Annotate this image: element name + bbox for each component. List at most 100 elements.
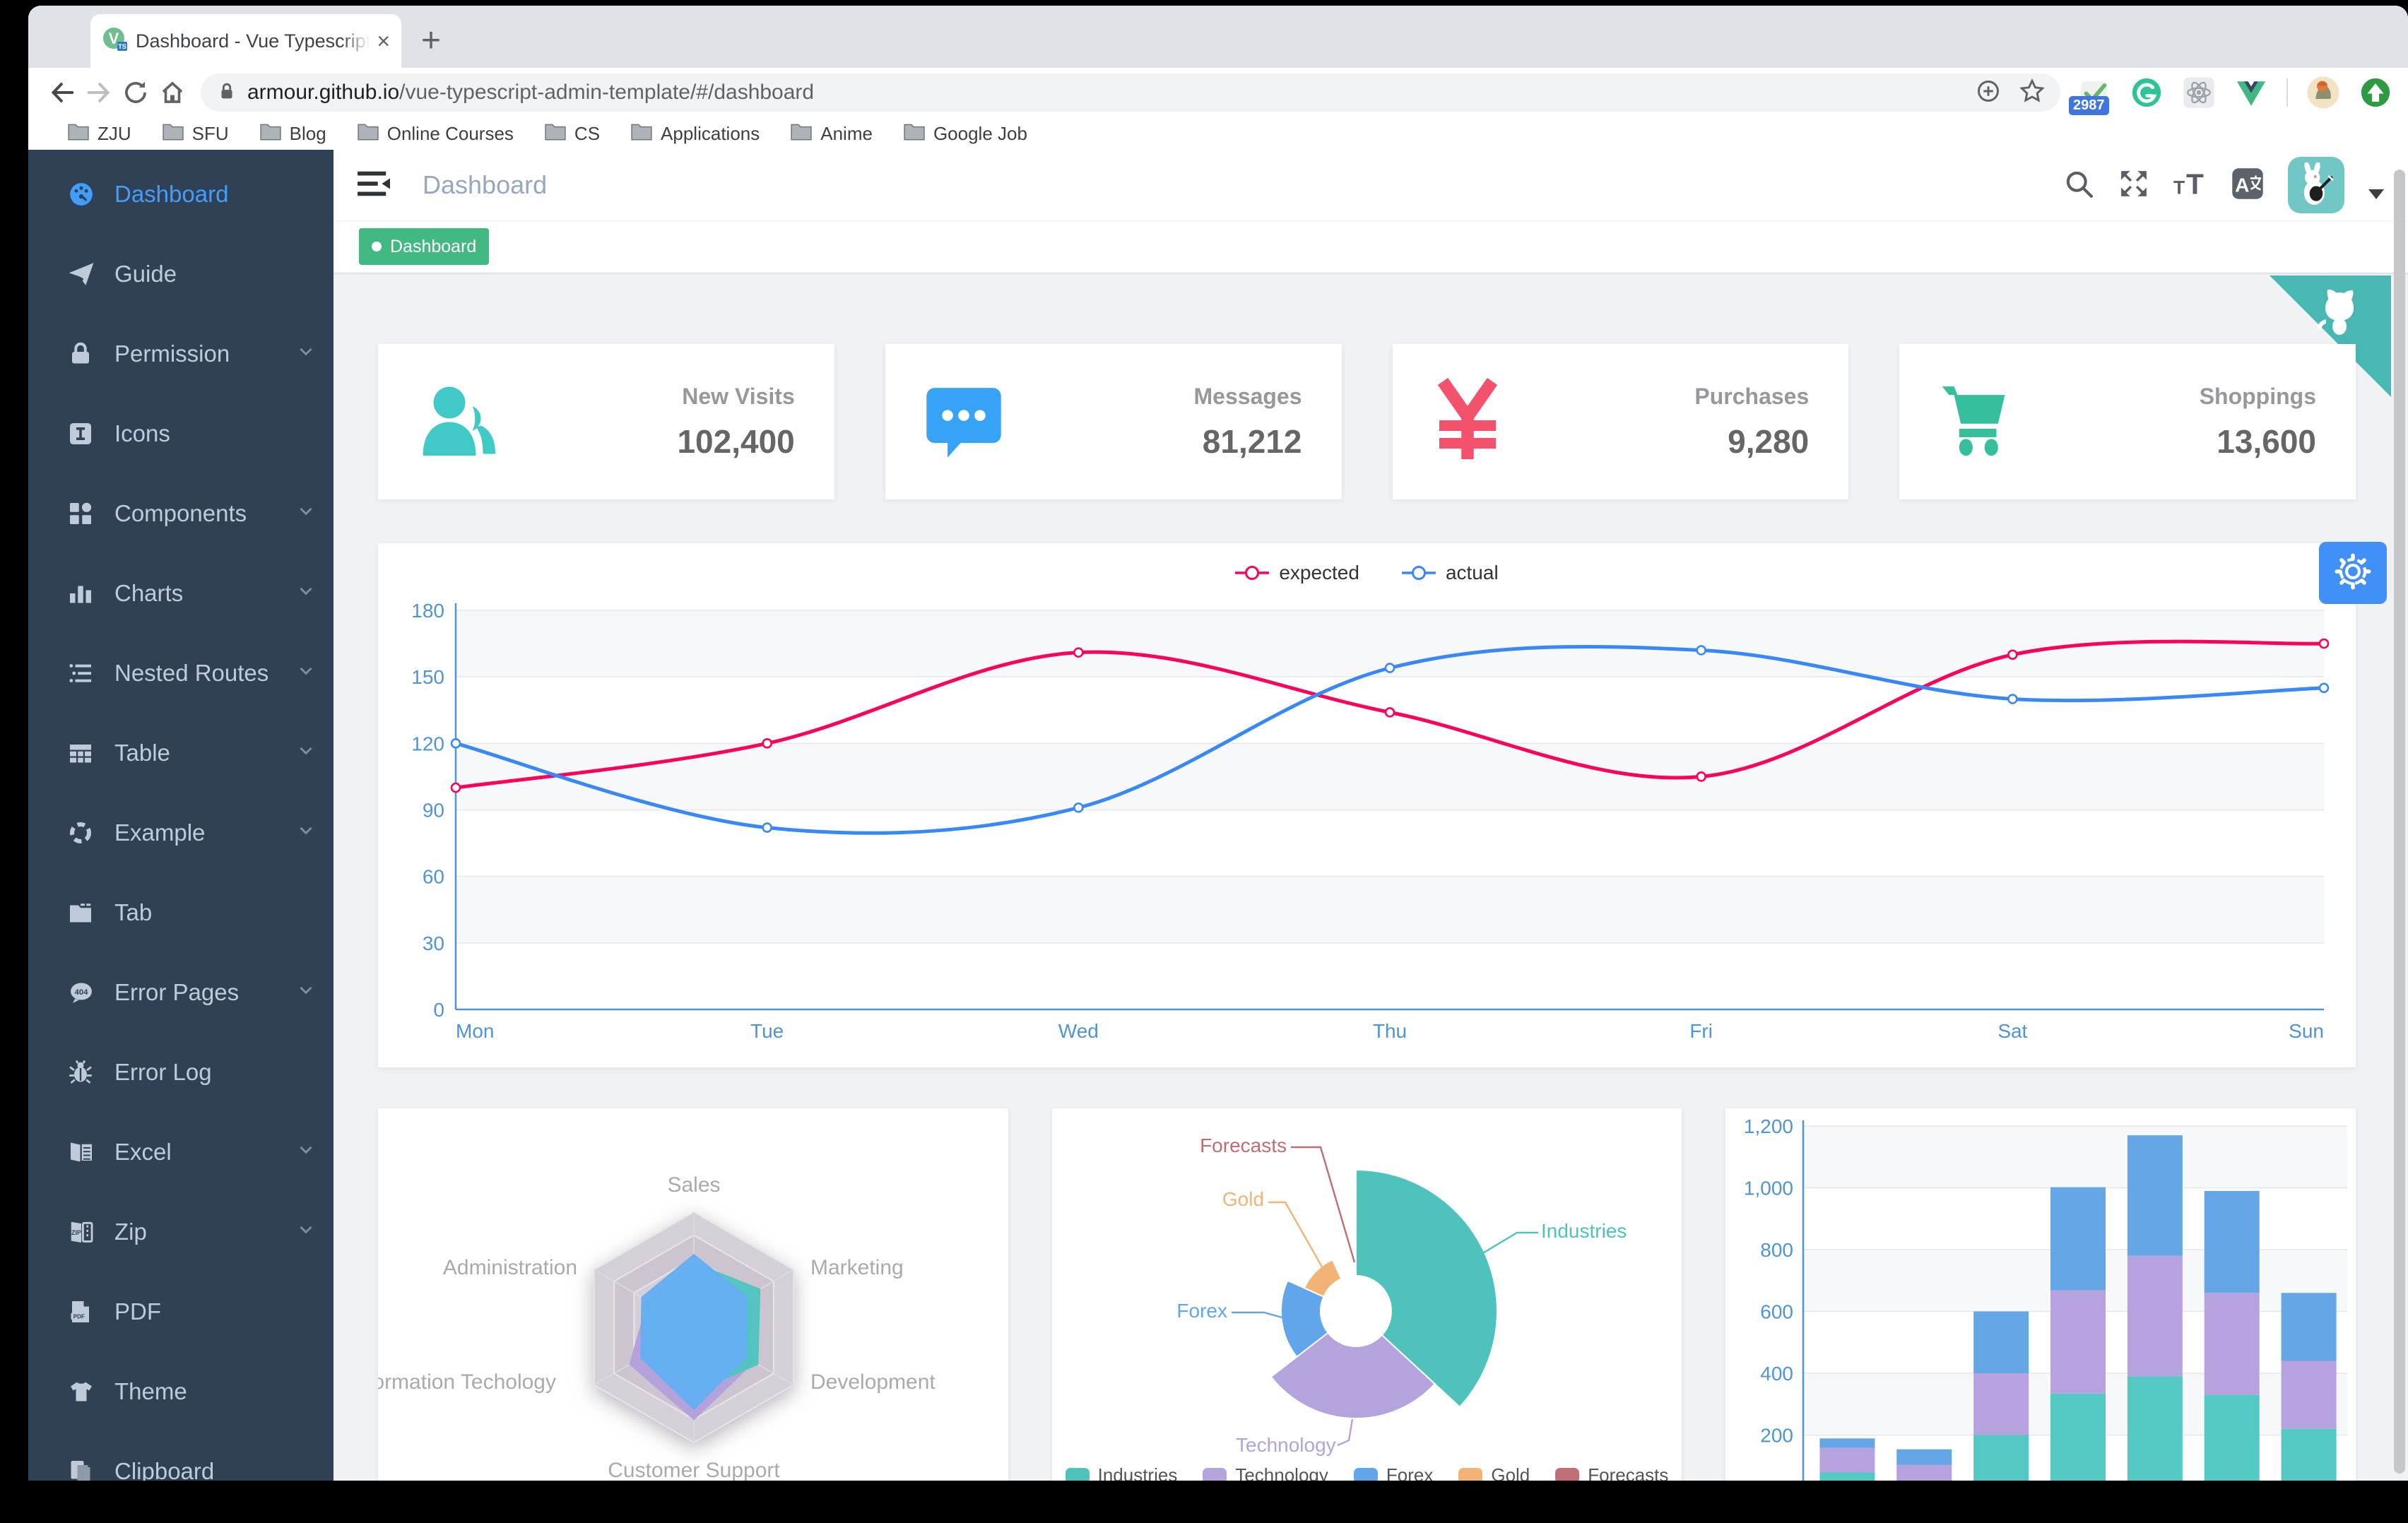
new-tab-button[interactable]: + bbox=[421, 22, 442, 59]
browser-toolbar: armour.github.io/vue-typescript-admin-te… bbox=[28, 68, 2408, 117]
user-avatar[interactable] bbox=[2288, 157, 2344, 213]
svg-text:Industries: Industries bbox=[1541, 1220, 1627, 1242]
legend-item-expected[interactable]: expected bbox=[1235, 562, 1359, 584]
extensions-row: 2987 bbox=[2069, 76, 2392, 115]
green-circle-extension-icon[interactable] bbox=[2130, 76, 2164, 109]
sidebar-item-pdf[interactable]: PDF PDF bbox=[28, 1272, 334, 1351]
people-icon bbox=[418, 381, 502, 463]
sidebar-item-tab[interactable]: Tab bbox=[28, 872, 334, 952]
url-text: armour.github.io/vue-typescript-admin-te… bbox=[247, 81, 815, 104]
sidebar-item-table[interactable]: Table bbox=[28, 713, 334, 793]
svg-text:90: 90 bbox=[423, 800, 444, 822]
chevron-down-icon bbox=[295, 340, 317, 367]
sidebar-item-example[interactable]: Example bbox=[28, 793, 334, 872]
excel-icon bbox=[68, 1138, 99, 1166]
theme-icon bbox=[68, 1377, 99, 1406]
sidebar-item-nested-routes[interactable]: Nested Routes bbox=[28, 633, 334, 713]
svg-text:150: 150 bbox=[411, 666, 444, 688]
stat-card-new-visits[interactable]: New Visits 102,400 bbox=[378, 344, 834, 499]
svg-text:Fri: Fri bbox=[1689, 1020, 1713, 1042]
octocat-icon bbox=[2317, 289, 2354, 335]
sidebar-item-charts[interactable]: Charts bbox=[28, 553, 334, 633]
pie-legend-item-technology[interactable]: Technology bbox=[1203, 1464, 1328, 1481]
fullscreen-icon[interactable] bbox=[2118, 168, 2149, 203]
sidebar-item-dashboard[interactable]: Dashboard bbox=[28, 154, 334, 234]
sidebar-item-icons[interactable]: Icons bbox=[28, 393, 334, 473]
pie-legend-item-forecasts[interactable]: Forecasts bbox=[1555, 1464, 1668, 1481]
bookmark-item[interactable]: SFU bbox=[162, 122, 229, 146]
reload-icon[interactable] bbox=[117, 79, 154, 106]
svg-text:200: 200 bbox=[1761, 1425, 1794, 1447]
sidebar-item-permission[interactable]: Permission bbox=[28, 314, 334, 393]
sidebar-item-zip[interactable]: ZIP Zip bbox=[28, 1192, 334, 1272]
sidebar-item-clipboard[interactable]: Clipboard bbox=[28, 1431, 334, 1481]
browser-tab[interactable]: VTS Dashboard - Vue Typescript Ad × bbox=[90, 14, 401, 68]
radar-chart-panel: Sales Marketing Development Customer Suppor… bbox=[378, 1108, 1008, 1481]
stat-card-value: 81,212 bbox=[1202, 422, 1302, 460]
vue-extension-icon[interactable] bbox=[2234, 76, 2268, 109]
bookmark-item[interactable]: CS bbox=[545, 122, 600, 146]
svg-text:800: 800 bbox=[1761, 1239, 1794, 1261]
sidebar-item-guide[interactable]: Guide bbox=[28, 234, 334, 314]
svg-text:1,200: 1,200 bbox=[1744, 1115, 1793, 1137]
svg-text:PDF: PDF bbox=[73, 1313, 85, 1320]
zoom-plus-icon[interactable] bbox=[1976, 78, 2001, 107]
legend-item-actual[interactable]: actual bbox=[1401, 562, 1499, 584]
bookmark-item[interactable]: ZJU bbox=[68, 122, 131, 146]
sidebar-item-excel[interactable]: Excel bbox=[28, 1112, 334, 1192]
table-icon bbox=[68, 739, 99, 767]
react-extension-icon[interactable] bbox=[2182, 76, 2216, 109]
github-corner-link[interactable] bbox=[2270, 275, 2391, 397]
sidebar-item-error-pages[interactable]: 404 Error Pages bbox=[28, 952, 334, 1032]
folder-icon bbox=[904, 122, 925, 146]
stat-card-messages[interactable]: Messages 81,212 bbox=[885, 344, 1342, 499]
stat-card-shoppings[interactable]: Shoppings 13,600 bbox=[1899, 344, 2356, 499]
sidebar-item-theme[interactable]: Theme bbox=[28, 1351, 334, 1431]
pie-legend-item-industries[interactable]: Industries bbox=[1065, 1464, 1177, 1481]
mail-extension-icon[interactable]: 2987 bbox=[2069, 76, 2111, 115]
page-scrollbar[interactable] bbox=[2394, 170, 2405, 1474]
bookmark-label: SFU bbox=[191, 122, 229, 144]
bookmark-item[interactable]: Applications bbox=[631, 122, 760, 146]
svg-text:Gold: Gold bbox=[1222, 1188, 1264, 1210]
tab-close-icon[interactable]: × bbox=[377, 28, 390, 54]
forward-icon[interactable] bbox=[81, 79, 117, 106]
radar-chart[interactable]: Sales Marketing Development Customer Suppor… bbox=[378, 1108, 1008, 1481]
bookmark-item[interactable]: Google Job bbox=[904, 122, 1027, 146]
address-bar[interactable]: armour.github.io/vue-typescript-admin-te… bbox=[201, 73, 2060, 112]
bookmark-item[interactable]: Blog bbox=[259, 122, 326, 146]
app: Dashboard Guide Permission Icons Compone… bbox=[28, 150, 2408, 1481]
dashboard-content: New Visits 102,400 Messages 81,212 Purch… bbox=[334, 273, 2408, 1481]
hamburger-icon[interactable] bbox=[358, 169, 390, 202]
line-chart-legend: expected actual bbox=[378, 562, 2356, 584]
back-icon[interactable] bbox=[44, 79, 81, 106]
sidebar-item-components[interactable]: Components bbox=[28, 473, 334, 553]
stat-card-value: 9,280 bbox=[1728, 422, 1810, 460]
message-icon bbox=[925, 381, 1003, 463]
sidebar-item-error-log[interactable]: Error Log bbox=[28, 1032, 334, 1112]
chevron-down-icon bbox=[295, 580, 317, 607]
bookmark-star-icon[interactable] bbox=[2019, 78, 2045, 107]
pie-legend-item-gold[interactable]: Gold bbox=[1458, 1464, 1530, 1481]
tag-dashboard[interactable]: Dashboard bbox=[359, 228, 490, 265]
upload-extension-icon[interactable] bbox=[2359, 76, 2392, 109]
settings-button[interactable] bbox=[2319, 542, 2387, 604]
pie-legend-item-forex[interactable]: Forex bbox=[1353, 1464, 1433, 1481]
pie-chart[interactable]: Industries Technology Forex Gold Forecasts bbox=[1052, 1108, 1682, 1481]
svg-text:Sun: Sun bbox=[2289, 1020, 2324, 1042]
stat-card-purchases[interactable]: Purchases 9,280 bbox=[1392, 344, 1849, 499]
bookmark-item[interactable]: Anime bbox=[791, 122, 873, 146]
home-icon[interactable] bbox=[154, 79, 191, 106]
bookmark-item[interactable]: Online Courses bbox=[358, 122, 514, 146]
search-icon[interactable] bbox=[2063, 168, 2094, 203]
stat-card-label: New Visits bbox=[682, 383, 795, 409]
bookmark-label: Applications bbox=[661, 122, 760, 144]
profile-avatar[interactable] bbox=[2306, 76, 2340, 109]
svg-text:T: T bbox=[2186, 168, 2204, 199]
line-chart[interactable]: 0 30 60 90 120 150 180 Mon Tue Wed Thu Fri Sat Sun bbox=[378, 543, 2356, 1067]
chevron-down-icon[interactable] bbox=[2368, 189, 2384, 199]
translate-icon[interactable]: A bbox=[2231, 167, 2264, 203]
bar-chart[interactable]: 200 400 600 800 1,000 1,200 bbox=[1725, 1108, 2355, 1481]
legend-label: Forecasts bbox=[1588, 1464, 1669, 1481]
